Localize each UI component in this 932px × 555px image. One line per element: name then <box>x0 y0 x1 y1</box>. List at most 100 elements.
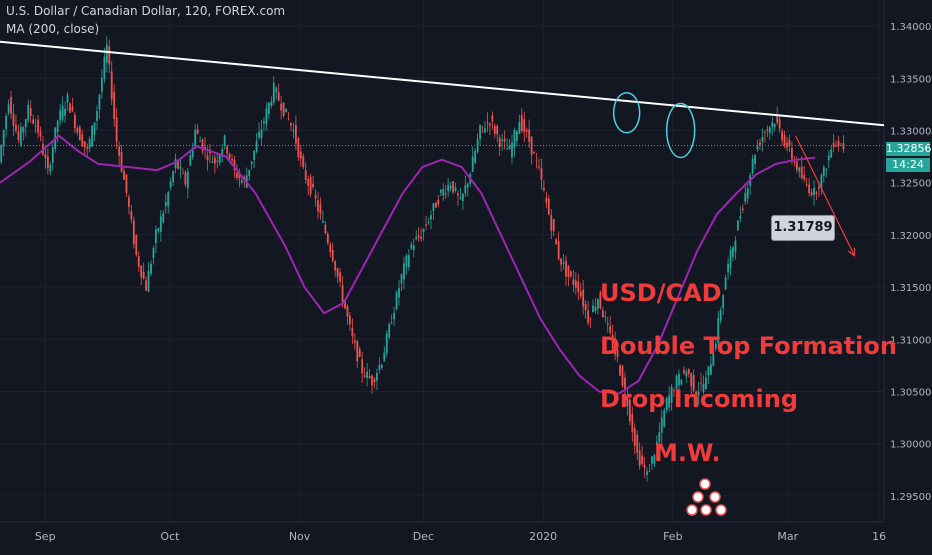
event-marker-icon <box>692 491 704 503</box>
candle-body <box>457 193 459 196</box>
candle-body <box>86 146 89 149</box>
y-tick-label: 1.30500 <box>890 388 931 399</box>
candle-body <box>275 88 278 92</box>
candle-body <box>488 123 491 126</box>
candle-body <box>653 455 656 465</box>
candle-body <box>304 170 307 181</box>
candle-body <box>827 155 830 161</box>
candle-body <box>734 240 737 252</box>
candle-body <box>717 318 720 344</box>
candle-body <box>199 141 202 142</box>
candle-body <box>437 199 440 205</box>
candle-body <box>7 104 10 113</box>
y-tick-label: 1.32500 <box>890 179 931 190</box>
candle-body <box>722 294 725 309</box>
candle-body <box>248 169 251 177</box>
candle-body <box>565 260 567 277</box>
candle-body <box>543 187 545 191</box>
candle-body <box>2 130 5 147</box>
last-price-tag: 1.32856 <box>886 142 932 156</box>
candle-body <box>732 247 734 257</box>
candle-body <box>309 177 312 195</box>
candle-body <box>808 184 811 194</box>
candle-body <box>479 124 481 140</box>
candle-body <box>108 46 111 65</box>
candle-body <box>754 155 756 164</box>
candle-body <box>32 119 35 124</box>
x-tick-label: Oct <box>160 530 180 543</box>
candle-body <box>771 122 774 128</box>
y-tick-label: 1.33000 <box>890 127 931 138</box>
candle-body <box>459 197 462 199</box>
candle-body <box>594 306 597 311</box>
candle-body <box>815 192 818 194</box>
candle-body <box>606 323 609 325</box>
candle-body <box>19 127 22 146</box>
candle-body <box>155 229 157 244</box>
candle-body <box>412 245 415 250</box>
candle-body <box>729 250 732 268</box>
candle-body <box>285 108 287 113</box>
candle-body <box>169 181 172 188</box>
candle-body <box>113 92 116 119</box>
candle-body <box>503 139 506 142</box>
candle-body <box>484 128 486 133</box>
candle-body <box>17 131 20 141</box>
candle-body <box>226 146 229 154</box>
candle-body <box>353 340 356 343</box>
candle-body <box>162 213 165 223</box>
candle-body <box>216 160 219 162</box>
candle-body <box>768 127 771 134</box>
candle-body <box>37 119 39 133</box>
candle-body <box>49 165 52 172</box>
candle-body <box>66 94 69 103</box>
candle-body <box>267 102 270 115</box>
candle-body <box>46 156 49 168</box>
candle-body <box>430 215 432 220</box>
candle-body <box>582 289 585 307</box>
candle-body <box>567 265 570 278</box>
candle-body <box>592 305 594 313</box>
candle-body <box>59 110 62 121</box>
candle-body <box>641 455 644 465</box>
candle-body <box>719 310 722 321</box>
candle-body <box>574 280 577 288</box>
author-annotation: M.W. <box>654 439 721 467</box>
candle-body <box>501 139 504 142</box>
candle-body <box>390 322 393 324</box>
candle-body <box>432 203 435 212</box>
candle-body <box>398 288 400 298</box>
candle-body <box>73 114 76 129</box>
candle-body <box>44 154 47 159</box>
candle-body <box>670 387 673 403</box>
candle-body <box>447 184 450 192</box>
candle-body <box>835 145 838 147</box>
candle-body <box>71 106 74 111</box>
target-callout[interactable]: 1.31789 <box>771 215 835 241</box>
candle-body <box>658 432 661 442</box>
candle-body <box>518 122 521 135</box>
candle-body <box>454 187 457 191</box>
candle-body <box>744 193 747 202</box>
candle-body <box>638 450 641 466</box>
candle-body <box>791 147 793 160</box>
candle-body <box>724 277 727 290</box>
candle-body <box>24 119 27 128</box>
candle-body <box>39 131 42 137</box>
candle-body <box>584 303 587 311</box>
candle-body <box>115 117 118 142</box>
candle-body <box>96 111 98 121</box>
candle-body <box>383 352 386 362</box>
candle-body <box>179 166 182 169</box>
candle-body <box>56 120 59 133</box>
candle-body <box>678 373 680 386</box>
candle-body <box>294 124 297 144</box>
candle-body <box>152 248 155 259</box>
candle-body <box>376 372 378 381</box>
candle-body <box>597 299 599 309</box>
candle-body <box>344 300 346 309</box>
candle-body <box>798 167 801 172</box>
candle-body <box>64 108 66 116</box>
